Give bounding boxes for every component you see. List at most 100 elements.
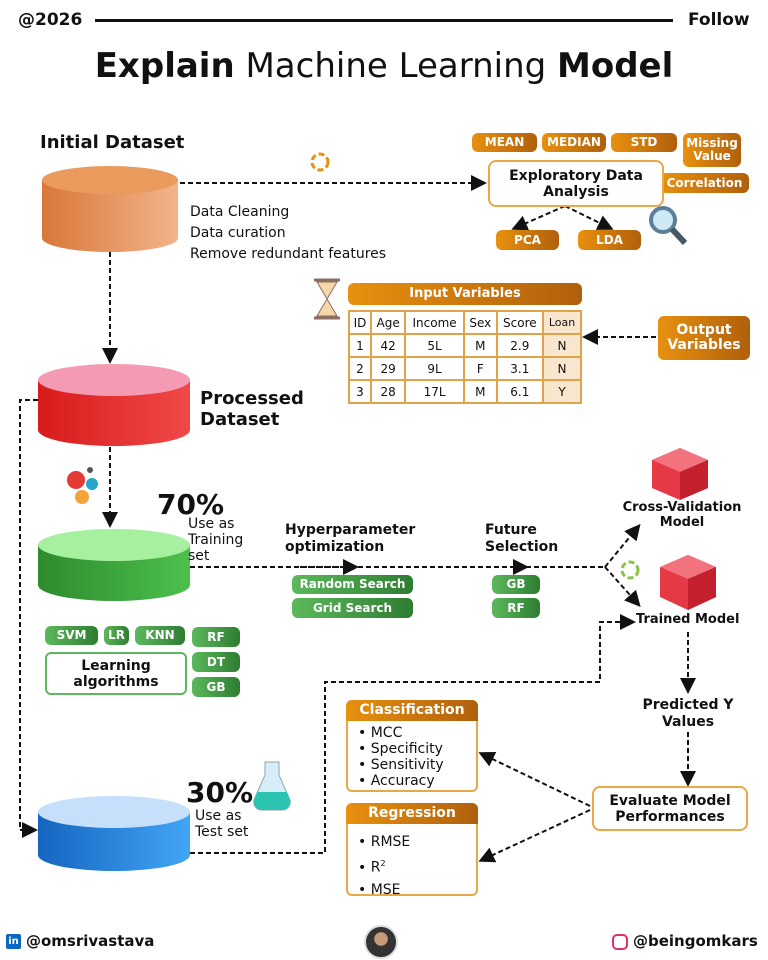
- linkedin-icon: in: [6, 934, 21, 949]
- stat-pill: Correlation: [660, 173, 749, 193]
- test-percent: 30%: [186, 776, 254, 809]
- lda-pill: LDA: [578, 230, 641, 250]
- feature-selection-title: Future Selection: [485, 522, 559, 555]
- evaluate-box: Evaluate Model Performances: [592, 786, 748, 831]
- gb-pill: GB: [492, 575, 540, 594]
- algorithm-pill: RF: [192, 627, 240, 647]
- metric-item: Sensitivity: [358, 757, 444, 773]
- trained-model-label: Trained Model: [636, 612, 740, 627]
- column-header: Loan: [542, 310, 582, 335]
- cell: F: [462, 356, 498, 381]
- cell: 9L: [404, 356, 465, 381]
- processed-dataset-title: Processed Dataset: [200, 388, 304, 430]
- classification-metrics: MCC Specificity Sensitivity Accuracy: [358, 725, 444, 789]
- cell: 28: [369, 379, 407, 404]
- metric-r: R: [370, 859, 381, 876]
- cycle-icon: [310, 152, 330, 172]
- metric-item: MCC: [358, 725, 444, 741]
- hyperparameter-title: Hyperparameter optimization: [285, 522, 416, 555]
- classification-box: Classification MCC Specificity Sensitivi…: [346, 700, 478, 792]
- predicted-values-label: Predicted Y Values: [642, 697, 734, 730]
- step-item: Data curation: [190, 225, 286, 241]
- stat-pill: Missing Value: [683, 133, 741, 167]
- test-label: Use as Test set: [195, 808, 249, 840]
- training-percent: 70%: [157, 488, 225, 521]
- test-set-cylinder: [38, 796, 190, 871]
- initial-dataset-title: Initial Dataset: [40, 132, 185, 153]
- learning-algorithms-box: Learning algorithms: [45, 652, 187, 695]
- training-set-cylinder: [38, 529, 190, 601]
- title-regular: Machine Learning: [245, 46, 547, 86]
- cell: 42: [369, 333, 407, 358]
- cell: 2.9: [495, 333, 545, 358]
- cell: 2: [348, 356, 372, 381]
- metric-item: MSE: [358, 879, 410, 901]
- metric-r-superscript: 2: [380, 859, 386, 868]
- cycle-icon: [620, 560, 640, 580]
- cv-model-label: Cross-Validation Model: [622, 500, 742, 530]
- cell: M: [462, 333, 498, 358]
- variables-table: ID Age Income Sex Score Loan 1 42 5L M 2.9 N 2 29 9L…: [348, 310, 582, 404]
- input-variables-header: Input Variables: [348, 283, 582, 305]
- linkedin-handle[interactable]: @omsrivastava: [26, 932, 155, 950]
- regression-title: Regression: [346, 803, 478, 824]
- regression-box: Regression RMSE R2 MSE: [346, 803, 478, 898]
- metric-item: R2: [358, 853, 410, 879]
- cell: 5L: [404, 333, 465, 358]
- eda-box: Exploratory Data Analysis: [488, 160, 664, 207]
- cell: 29: [369, 356, 407, 381]
- cell: M: [462, 379, 498, 404]
- magnifier-icon: [649, 206, 688, 246]
- random-search-pill: Random Search: [292, 575, 413, 594]
- year-label: @2026: [18, 10, 83, 30]
- table-row: 1 42 5L M 2.9 N: [348, 333, 582, 358]
- stat-pill: MEAN: [472, 133, 537, 152]
- step-item: Data Cleaning: [190, 204, 290, 220]
- column-header: Age: [369, 310, 407, 335]
- algorithm-pill: SVM: [45, 626, 98, 645]
- training-label: Use as Training set: [188, 516, 244, 564]
- cell: N: [542, 333, 582, 358]
- stat-pill: STD: [611, 133, 677, 152]
- hourglass-icon: [314, 278, 340, 320]
- processed-dataset-cylinder: [38, 364, 190, 446]
- cell: 3.1: [495, 356, 545, 381]
- rf-pill: RF: [492, 598, 540, 618]
- metric-item: RMSE: [358, 831, 411, 853]
- follow-button[interactable]: Follow: [688, 10, 750, 30]
- cell: 6.1: [495, 379, 545, 404]
- stat-pill: MEDIAN: [542, 133, 606, 152]
- algorithm-pill: LR: [104, 626, 129, 645]
- table-row: 2 29 9L F 3.1 N: [348, 356, 582, 381]
- instagram-icon: [612, 934, 628, 950]
- metric-item: Accuracy: [358, 773, 444, 789]
- output-variables-pill: Output Variables: [658, 316, 750, 360]
- cell: 3: [348, 379, 372, 404]
- instagram-handle[interactable]: @beingomkars: [633, 932, 758, 950]
- table-row: 3 28 17L M 6.1 Y: [348, 379, 582, 404]
- avatar: [364, 925, 398, 959]
- grid-search-pill: Grid Search: [292, 598, 413, 618]
- column-header: Sex: [462, 310, 498, 335]
- cell: 17L: [404, 379, 465, 404]
- algorithm-pill: KNN: [135, 626, 185, 645]
- cell: 1: [348, 333, 372, 358]
- page-title: Explain Machine Learning Model: [0, 46, 768, 86]
- header-divider: [95, 19, 673, 22]
- step-item: Remove redundant features: [190, 246, 387, 262]
- column-header: Score: [495, 310, 545, 335]
- table-header-row: ID Age Income Sex Score Loan: [348, 310, 582, 335]
- algorithm-pill: DT: [192, 652, 240, 672]
- gears-icon: [67, 467, 98, 504]
- cube-icon: [652, 448, 708, 500]
- cleaning-steps: Data Cleaning Data curation Remove redun…: [190, 202, 386, 265]
- algorithm-pill: GB: [192, 677, 240, 697]
- title-bold-2: Model: [557, 46, 674, 86]
- flask-icon: [253, 761, 291, 811]
- column-header: Income: [404, 310, 465, 335]
- cube-icon: [660, 555, 716, 610]
- cell: Y: [542, 379, 582, 404]
- classification-title: Classification: [346, 700, 478, 721]
- regression-metrics: RMSE R2 MSE: [358, 831, 411, 901]
